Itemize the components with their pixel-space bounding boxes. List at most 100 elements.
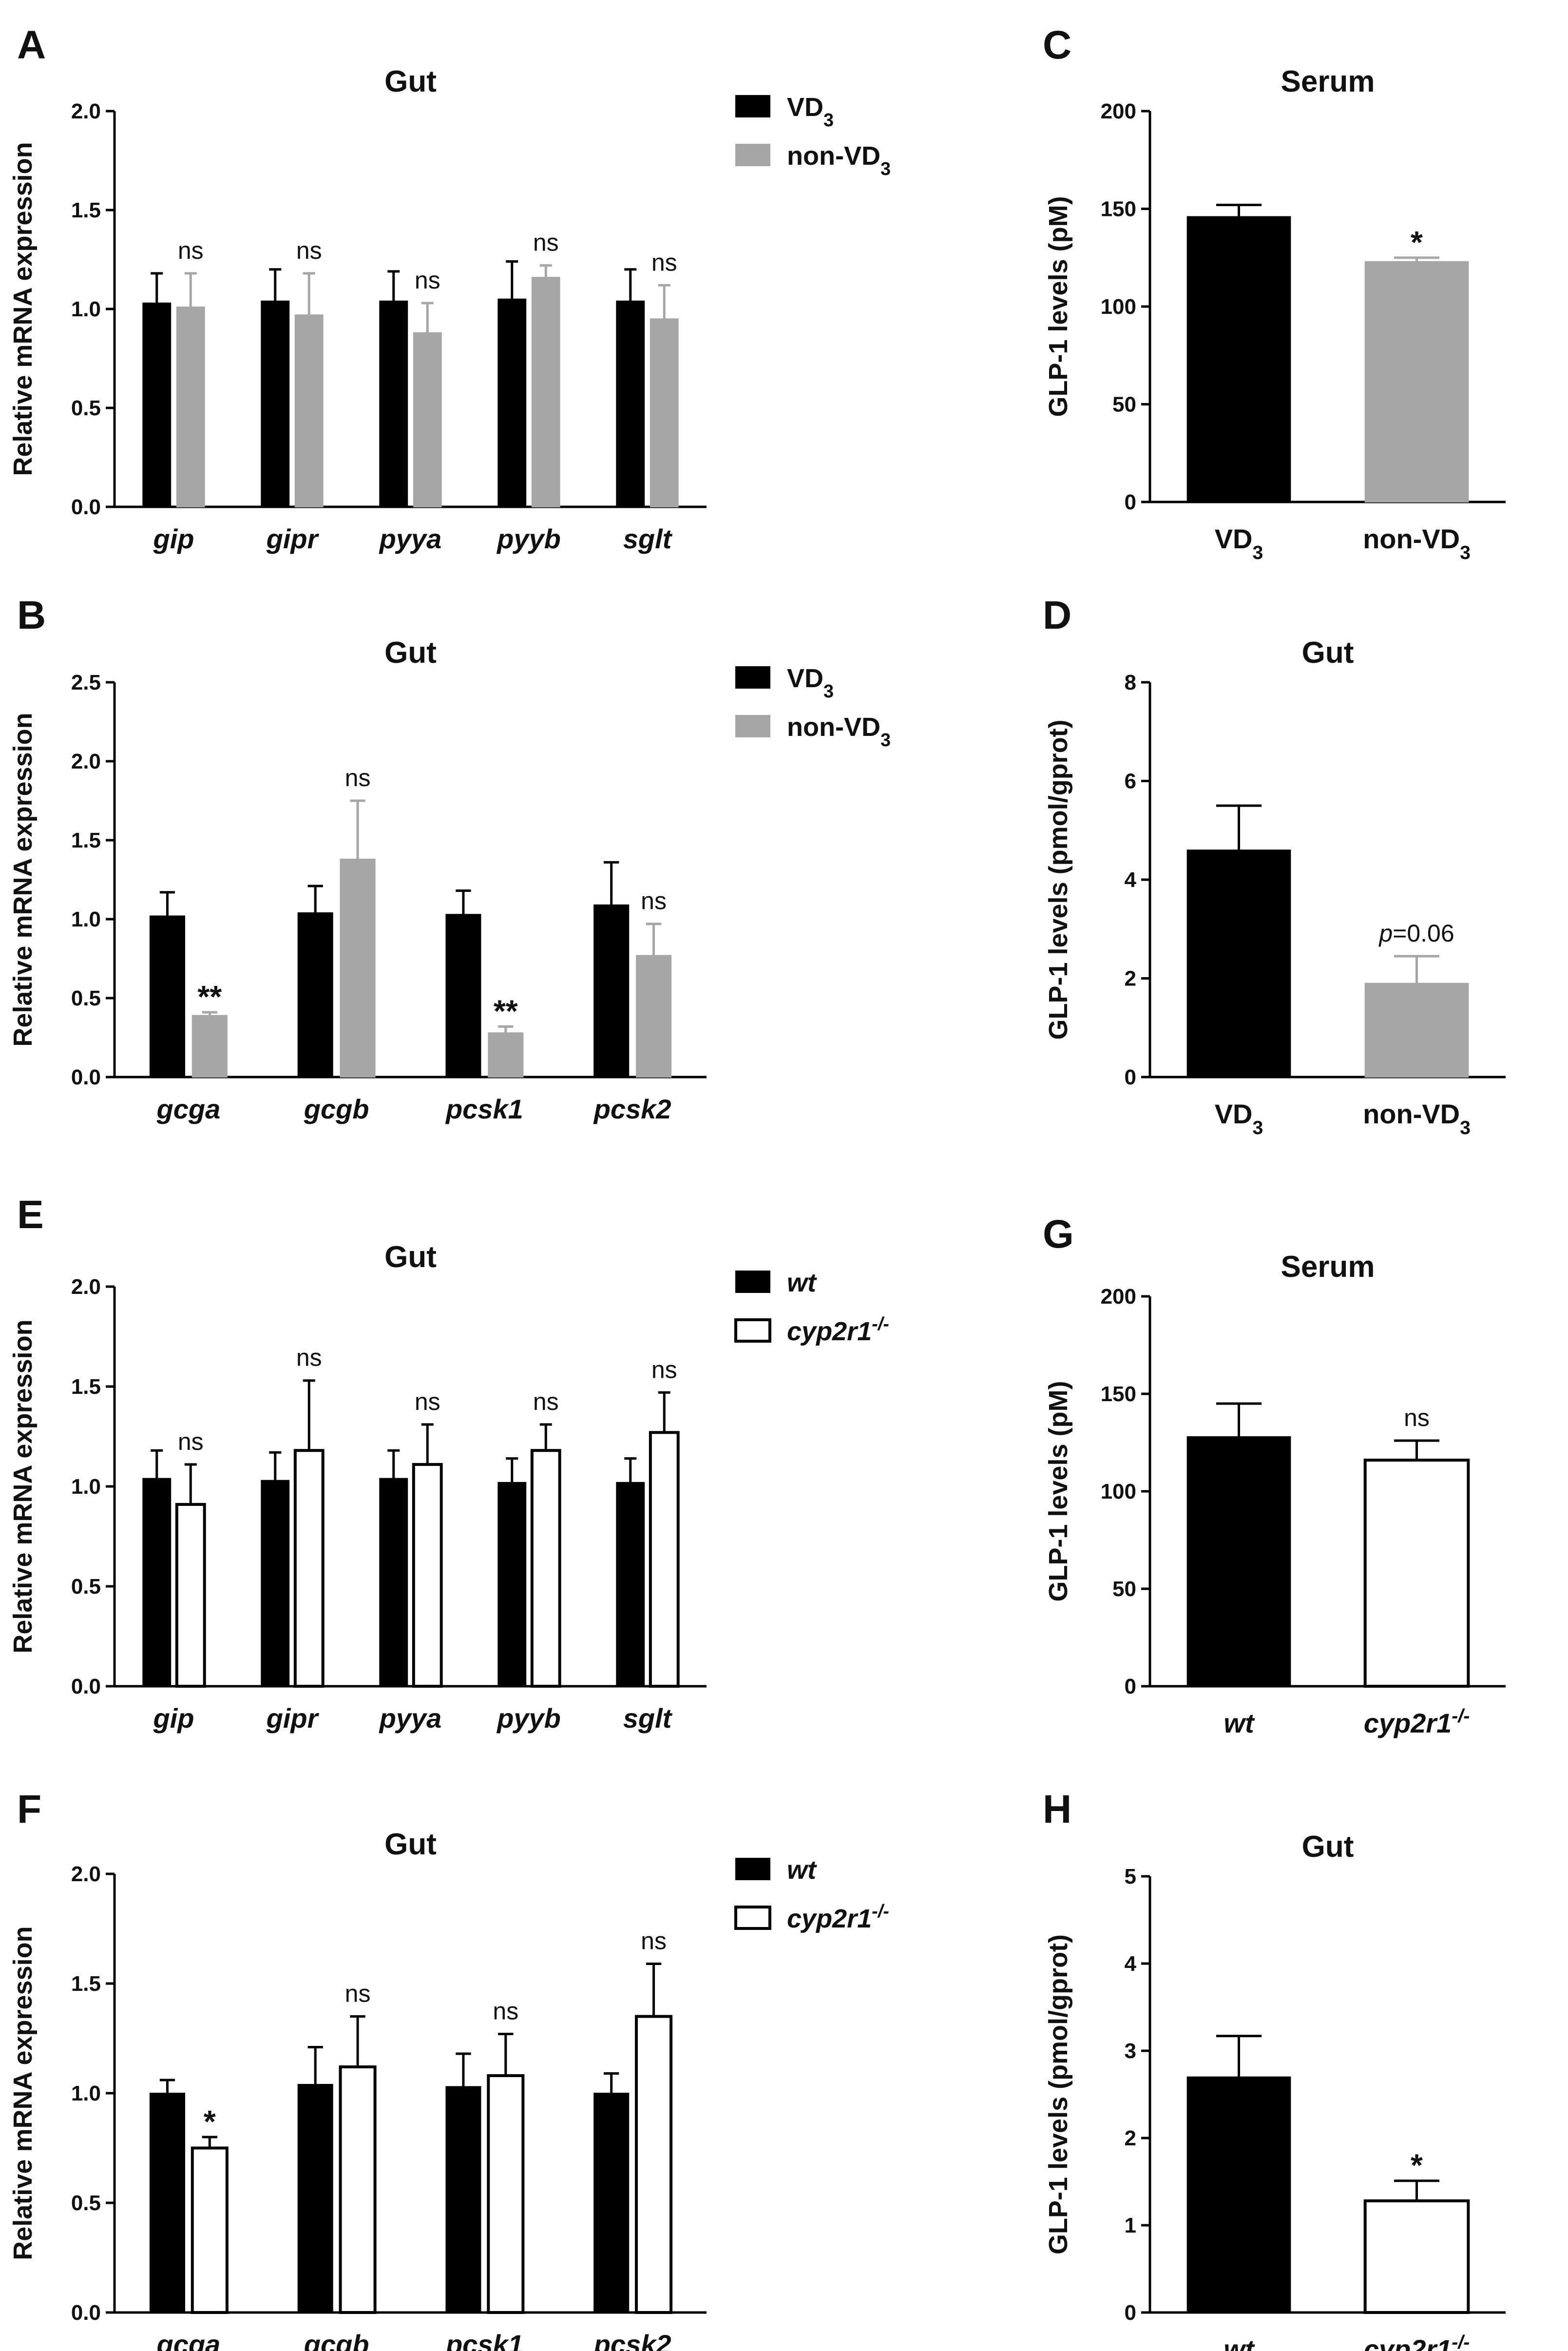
y-axis-label: GLP-1 levels (pmol/gprot) [1044, 719, 1073, 1040]
bar [142, 1478, 172, 1687]
y-tick-label: 5 [1125, 1865, 1136, 1889]
legend: wt cyp2r1-/- [734, 1855, 889, 1933]
significance-label: ns [415, 267, 440, 294]
bar [650, 318, 679, 507]
panel-letter: G [1043, 1212, 1074, 1256]
bar [379, 300, 408, 507]
y-tick-label: 2.0 [71, 750, 101, 773]
panel-letter: B [17, 593, 46, 637]
significance-label: ns [651, 1356, 677, 1383]
x-category-label: gipr [266, 1703, 320, 1734]
significance-label: ns [533, 1388, 559, 1415]
significance-label: ** [197, 979, 222, 1014]
chart-title: Gut [1302, 636, 1354, 670]
bar [412, 1463, 443, 1688]
bar [175, 1503, 206, 1688]
bar [616, 300, 645, 507]
significance-label: ns [1404, 1404, 1430, 1431]
x-category-label: gcga [156, 1094, 221, 1124]
y-tick-label: 150 [1101, 197, 1136, 221]
x-category-label: non-VD3 [1363, 1098, 1471, 1138]
legend-swatch [735, 1271, 770, 1293]
x-category-label: pcsk2 [593, 2329, 671, 2351]
x-category-label: gcga [156, 2329, 221, 2351]
legend-label: wt [787, 1268, 817, 1297]
bar [293, 1449, 325, 1688]
y-tick-label: 1.0 [71, 297, 101, 321]
panel-c: C Serum GLP-1 levels (pM) 0 50 100 150 200 VD3 * n… [1043, 23, 1506, 563]
bar [176, 306, 205, 507]
y-tick-label: 50 [1112, 393, 1136, 417]
panel-e: E Gut Relative mRNA expression 0.0 0.5 1.0 1.5… [8, 1193, 889, 1734]
chart-title: Gut [384, 636, 437, 670]
y-axis-label: GLP-1 levels (pmol/gprot) [1044, 1934, 1073, 2255]
legend-label: non-VD3 [787, 141, 891, 179]
legend-swatch [735, 715, 770, 737]
bar [497, 1482, 527, 1687]
significance-label: * [1411, 2148, 1423, 2183]
x-category-label: wt [1224, 2334, 1255, 2351]
y-tick-label: 1.5 [71, 1972, 101, 1996]
panel-b: B Gut Relative mRNA expression 0.0 0.5 1.0 1.5… [8, 593, 891, 1124]
bar [142, 302, 172, 507]
x-category-label: VD3 [1215, 523, 1263, 563]
bar [531, 277, 560, 507]
x-category-label: gipr [266, 523, 320, 554]
significance-label: ns [296, 1344, 322, 1371]
y-tick-label: 0.5 [71, 396, 101, 420]
x-category-label: VD3 [1215, 1098, 1263, 1138]
y-tick-label: 50 [1112, 1577, 1136, 1601]
legend: VD3 non-VD3 [735, 664, 891, 751]
y-tick-label: 1 [1125, 2214, 1136, 2237]
bar [616, 1482, 645, 1687]
panel-letter: D [1043, 593, 1071, 637]
bar [635, 2015, 673, 2314]
y-tick-label: 1.0 [71, 1475, 101, 1499]
significance-label: ns [345, 1980, 371, 2007]
bar [379, 1478, 408, 1687]
bar [1186, 216, 1291, 503]
bar [1363, 1459, 1470, 1688]
y-tick-label: 0 [1125, 490, 1136, 514]
x-category-label: pyyb [496, 523, 561, 554]
significance-label: ** [494, 993, 518, 1028]
bar [1186, 849, 1291, 1078]
legend-swatch [735, 95, 770, 117]
panel-letter: F [17, 1787, 41, 1831]
y-tick-label: 2.5 [71, 671, 101, 694]
bar [1364, 983, 1469, 1078]
legend-label: non-VD3 [787, 713, 891, 751]
y-tick-label: 1.5 [71, 829, 101, 852]
y-tick-label: 0 [1125, 1065, 1136, 1089]
bar [261, 1480, 290, 1687]
legend: wt cyp2r1-/- [734, 1268, 889, 1346]
y-tick-label: 1.5 [71, 198, 101, 222]
panel-d: D Gut GLP-1 levels (pmol/gprot) 0 2 4 6 8 VD3 p=0… [1043, 593, 1506, 1138]
bar [1363, 2199, 1470, 2314]
bar [149, 915, 185, 1078]
y-tick-label: 0.5 [71, 986, 101, 1010]
panel-f: F Gut Relative mRNA expression 0.0 0.5 1.0 1.5… [8, 1787, 889, 2351]
x-category-label: pyya [379, 523, 442, 554]
y-tick-label: 100 [1101, 295, 1136, 319]
y-axis-label: GLP-1 levels (pM) [1044, 196, 1073, 417]
panel-letter: A [17, 23, 46, 67]
legend-label: VD3 [787, 664, 834, 702]
y-tick-label: 0.0 [71, 2301, 101, 2325]
bar [530, 1449, 561, 1688]
significance-label: ns [178, 237, 204, 264]
significance-label: ns [641, 1927, 667, 1955]
x-category-label: gip [153, 523, 194, 554]
y-tick-label: 0.5 [71, 2191, 101, 2215]
y-axis-label: GLP-1 levels (pM) [1044, 1381, 1073, 1601]
legend-label: cyp2r1-/- [787, 1314, 889, 1346]
x-category-label: pcsk1 [445, 1094, 523, 1124]
x-category-label: pyya [379, 1703, 442, 1734]
bar [191, 1015, 228, 1078]
x-category-label: gcgb [304, 1094, 369, 1124]
legend-label: VD3 [787, 93, 834, 131]
panel-h: H Gut GLP-1 levels (pmol/gprot) 0 1 2 3 4 5 wt * cy… [1043, 1787, 1506, 2351]
bar [1186, 2076, 1291, 2313]
bar [191, 2146, 229, 2314]
y-tick-label: 0.0 [71, 1675, 101, 1698]
